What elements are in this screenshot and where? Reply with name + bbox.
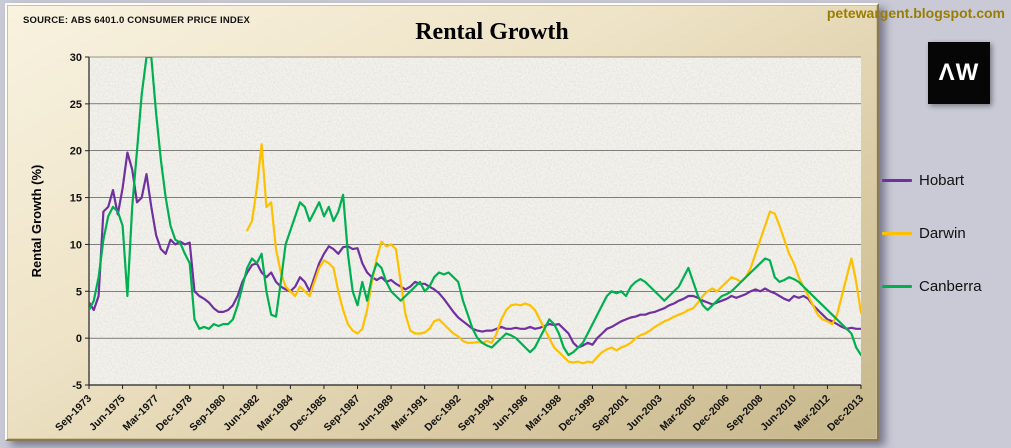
svg-text:15: 15 — [70, 193, 82, 205]
svg-text:Sep-2001: Sep-2001 — [590, 393, 631, 434]
svg-text:-5: -5 — [72, 380, 82, 392]
svg-text:30: 30 — [70, 52, 82, 64]
chart-legend: Hobart Darwin Canberra — [882, 172, 982, 295]
svg-text:Dec-2013: Dec-2013 — [825, 393, 866, 434]
legend-item-canberra: Canberra — [882, 278, 982, 295]
rental-growth-chart: -5051015202530Sep-1973Jun-1975Mar-1977De… — [29, 52, 866, 434]
chart-title: Rental Growth — [415, 19, 569, 45]
canberra-line-swatch — [882, 285, 912, 288]
svg-text:Sep-2008: Sep-2008 — [724, 393, 765, 434]
chart-panel: -5 0 5 10 15 20 25 30 Sep-1973 Jun-1975 Mar-1977 De… — [5, 3, 879, 441]
legend-item-hobart: Hobart — [882, 172, 982, 189]
svg-text:Sep-1980: Sep-1980 — [187, 393, 228, 434]
hobart-line-swatch — [882, 179, 912, 182]
aw-logo-text: ΛW — [938, 59, 980, 86]
darwin-line-swatch — [882, 232, 912, 235]
legend-item-darwin: Darwin — [882, 225, 982, 242]
site-credit: petewargent.blogspot.com — [826, 5, 1005, 21]
svg-text:25: 25 — [70, 99, 82, 111]
svg-text:Sep-1994: Sep-1994 — [456, 393, 497, 434]
svg-text:Sep-1973: Sep-1973 — [53, 393, 94, 434]
svg-text:5: 5 — [76, 286, 82, 298]
legend-label-canberra: Canberra — [919, 278, 982, 295]
svg-text:Rental Growth (%): Rental Growth (%) — [29, 165, 44, 278]
aw-logo: ΛW — [928, 42, 990, 104]
legend-label-darwin: Darwin — [919, 225, 966, 242]
svg-text:20: 20 — [70, 146, 82, 158]
svg-text:0: 0 — [76, 333, 82, 345]
svg-text:10: 10 — [70, 239, 82, 251]
legend-label-hobart: Hobart — [919, 172, 965, 189]
source-note: SOURCE: ABS 6401.0 CONSUMER PRICE INDEX — [23, 15, 251, 26]
svg-text:Sep-1987: Sep-1987 — [322, 393, 363, 434]
